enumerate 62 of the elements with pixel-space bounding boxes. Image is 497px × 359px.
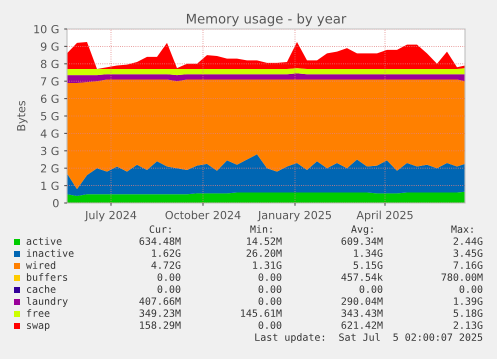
legend-label: buffers: [26, 273, 68, 281]
y-tick-label: 9 G: [40, 42, 58, 51]
x-tick-label: July 2024: [84, 210, 136, 222]
y-tick-label: 1 G: [41, 182, 58, 190]
text: 1.62G: [152, 249, 180, 257]
text: 0.00: [258, 273, 282, 281]
text: 0.00: [360, 285, 382, 293]
y-tick-label: 4 G: [40, 129, 58, 138]
text: 457.54k: [341, 273, 383, 281]
text: 780.00M: [442, 273, 483, 281]
y-tick-label: 7 G: [41, 77, 58, 86]
y-tick-label: 10 G: [34, 24, 58, 34]
text: 349.23M: [140, 309, 181, 317]
text: 14.52M: [247, 237, 282, 245]
text: 343.43M: [342, 309, 383, 317]
text: Min:: [250, 225, 272, 233]
text: 290.04M: [342, 297, 383, 305]
y-tick-label: 6 G: [40, 94, 58, 103]
text: 1.34G: [354, 249, 382, 257]
text: 5.15G: [354, 261, 382, 269]
legend-label: inactive: [26, 249, 74, 257]
text: 3.45G: [454, 249, 482, 257]
text: 407.66M: [139, 297, 181, 305]
y-tick-label: 8 G: [40, 60, 58, 68]
text: 609.34M: [342, 237, 383, 245]
x-tick-label: January 2025: [257, 210, 331, 222]
text: 0.00: [258, 321, 282, 329]
text: 2.13G: [454, 321, 482, 329]
chart-title: Memory usage - by year: [186, 13, 346, 26]
y-tick-label: 5 G: [41, 112, 58, 120]
text: Cur:: [150, 225, 171, 233]
text: 1.31G: [253, 261, 282, 269]
text: Avg:: [351, 225, 373, 235]
legend-label: wired: [26, 261, 56, 269]
x-tick-label: April 2025: [356, 210, 413, 222]
text: 0.00: [158, 273, 180, 281]
text: 26.20M: [246, 249, 282, 257]
text: 4.72G: [151, 261, 180, 269]
y-tick-label: 2 G: [40, 164, 58, 173]
y-tick-label: 0: [53, 198, 59, 208]
text: 1.39G: [454, 297, 482, 305]
text: 621.42M: [342, 321, 383, 329]
legend-label: laundry: [26, 297, 68, 307]
text: 0.00: [258, 297, 282, 305]
y-axis-title: Bytes: [17, 100, 28, 130]
text: 0.00: [258, 285, 282, 293]
text: Last update: Sat Jul 5 02:00:07 2025: [255, 333, 482, 343]
text: 145.61M: [241, 309, 282, 317]
text: 7.16G: [454, 261, 482, 269]
legend-label: cache: [26, 285, 56, 293]
text: 0.00: [158, 285, 180, 293]
text: 158.29M: [140, 321, 181, 329]
text: Max:: [451, 225, 473, 233]
x-tick-label: October 2024: [165, 210, 241, 220]
y-tick-label: 3 G: [41, 146, 58, 156]
text: 634.48M: [140, 237, 181, 245]
legend-label: active: [26, 237, 62, 245]
text: 2.44G: [454, 237, 482, 245]
text: 5.18G: [454, 309, 482, 317]
text: 0.00: [460, 285, 482, 293]
legend-label: swap: [27, 323, 50, 331]
legend-label: free: [26, 309, 50, 317]
